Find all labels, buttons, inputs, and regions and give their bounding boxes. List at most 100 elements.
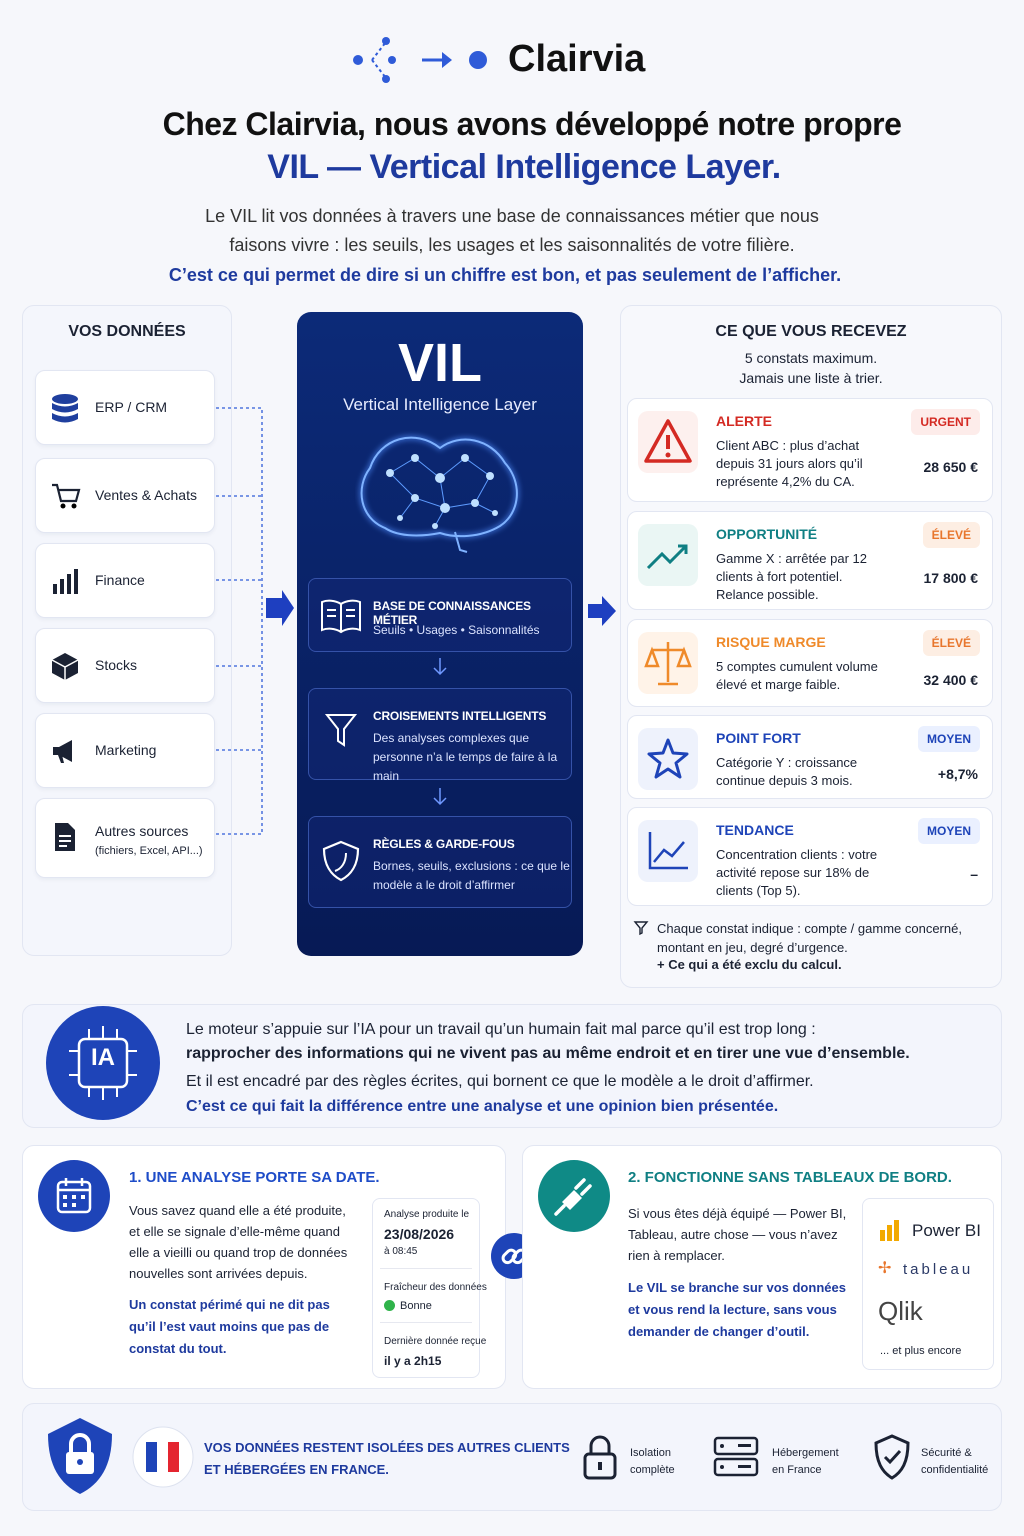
logos-more: ... et plus encore — [880, 1345, 962, 1357]
ia-text: rapprocher des informations qui ne viven… — [186, 1045, 910, 1062]
card-text: Client ABC : plus d’achat depuis 31 jour… — [716, 438, 863, 489]
icon — [322, 840, 360, 882]
card-badge: ÉLEVÉ — [922, 522, 980, 548]
icon — [51, 653, 79, 680]
card-amount: 32 400 € — [923, 672, 979, 688]
feature-label: Isolation complète — [630, 1447, 675, 1476]
icon — [38, 1160, 110, 1232]
card-icon — [638, 820, 698, 882]
logos-box — [862, 1198, 994, 1370]
logo-tableau: tableau — [903, 1261, 974, 1278]
source-label: Ventes & Achats — [95, 487, 197, 503]
security-text: VOS DONNÉES RESTENT ISOLÉES DES AUTRES C… — [204, 1440, 570, 1477]
source-item: Autres sources (fichiers, Excel, API...) — [35, 798, 215, 878]
icon — [52, 483, 81, 509]
icon — [880, 1220, 899, 1241]
icon — [538, 1160, 610, 1232]
source-label: Finance — [95, 572, 145, 588]
icon — [647, 738, 689, 779]
block-text: Seuils • Usages • Saisonnalités — [373, 623, 540, 637]
feature-label: Sécurité & confidentialité — [921, 1447, 989, 1476]
icon — [132, 1426, 194, 1488]
logo-powerbi: Power BI — [912, 1221, 981, 1240]
block-title: RÈGLES & GARDE-FOUS — [373, 837, 515, 851]
vil-subtitle: Vertical Intelligence Layer — [343, 395, 537, 414]
icon — [321, 599, 361, 634]
ia-text: Et il est encadré par des règles écrites… — [186, 1073, 814, 1090]
icon — [583, 1435, 617, 1480]
icon — [648, 832, 688, 870]
intro: faisons vivre : les seuils, les usages e… — [229, 235, 795, 255]
source-item: Ventes & Achats — [35, 458, 215, 533]
widget-date: 23/08/2026 — [384, 1226, 455, 1242]
card-badge: MOYEN — [917, 818, 980, 844]
intro: Le VIL lit vos données à travers une bas… — [205, 206, 819, 226]
card-icon — [638, 632, 698, 694]
icon — [324, 714, 358, 747]
vil-title: VIL — [397, 333, 482, 393]
card-title: 2. FONCTIONNE SANS TABLEAUX DE BORD. — [628, 1169, 952, 1186]
icon — [55, 823, 75, 851]
result-card: OPPORTUNITÉ Gamme X : arrêtée par 12 clie… — [627, 511, 993, 610]
divider — [380, 1322, 472, 1323]
feature-icon — [580, 1432, 620, 1487]
vil-panel — [297, 312, 583, 956]
vil-block: RÈGLES & GARDE-FOUS Bornes, seuils, exclu… — [308, 816, 572, 908]
source-label: Autres sources — [95, 823, 189, 839]
result-card: RISQUE MARGE 5 comptes cumulent volume él… — [627, 619, 993, 707]
source-item: Marketing — [35, 713, 215, 788]
widget-status: Bonne — [400, 1300, 432, 1312]
card-icon — [638, 524, 698, 586]
card-text: Catégorie Y : croissance continue depuis… — [716, 755, 858, 788]
icon — [53, 569, 78, 594]
date-widget — [372, 1198, 480, 1378]
widget-label: Dernière donnée reçue — [384, 1336, 487, 1347]
block-title: CROISEMENTS INTELLIGENTS — [373, 709, 547, 723]
card-text: Gamme X : arrêtée par 12 clients à fort … — [716, 551, 868, 602]
icon — [644, 642, 692, 686]
card-icon — [638, 411, 698, 473]
card-label: TENDANCE — [716, 822, 794, 838]
widget-label: Fraîcheur des données — [384, 1282, 487, 1293]
feature-icon — [872, 1432, 912, 1487]
results-subtitle: Jamais une liste à trier. — [739, 370, 883, 386]
widget-label: Analyse produite le — [384, 1209, 470, 1220]
icon — [52, 394, 78, 423]
result-card: ALERTE Client ABC : plus d’achat depuis 3… — [627, 398, 993, 502]
vil-block: BASE DE CONNAISSANCES MÉTIER Seuils • Usa… — [308, 578, 572, 652]
icon — [633, 921, 649, 936]
ia-label: IA — [91, 1044, 115, 1071]
feature-icon — [712, 1432, 760, 1487]
sources-title: VOS DONNÉES — [68, 323, 186, 340]
card-label: POINT FORT — [716, 730, 801, 746]
brand: Clairvia — [508, 38, 646, 80]
source-item: ERP / CRM — [35, 370, 215, 445]
footnote: Chaque constat indique : compte / gamme … — [657, 921, 962, 955]
card-badge: MOYEN — [917, 726, 980, 752]
block-text: Des analyses complexes que personne n’a … — [373, 731, 558, 783]
icon — [216, 407, 294, 835]
card-bold: Le VIL se branche sur vos données et vou… — [628, 1280, 846, 1339]
title: VIL — Vertical Intelligence Layer. — [267, 148, 781, 186]
source-label: ERP / CRM — [95, 399, 168, 415]
divider — [380, 1268, 472, 1269]
source-label: Marketing — [95, 742, 157, 758]
card-text: 5 comptes cumulent volume élevé et marge… — [716, 659, 878, 692]
card-amount: – — [970, 865, 978, 882]
icon — [360, 436, 519, 553]
source-item: Finance — [35, 543, 215, 618]
ia-band — [22, 1004, 1002, 1128]
widget-last: il y a 2h15 — [384, 1354, 442, 1368]
title: Chez Clairvia, nous avons développé notr… — [162, 106, 902, 142]
intro-bold: C’est ce qui permet de dire si un chiffr… — [168, 265, 842, 285]
results-title: CE QUE VOUS RECEVEZ — [715, 323, 907, 340]
card-badge: ÉLEVÉ — [922, 630, 980, 656]
icon — [53, 740, 72, 763]
ia-text: Le moteur s’appuie sur l’IA pour un trav… — [186, 1021, 816, 1038]
card-icon — [638, 728, 698, 790]
card-text: Vous savez quand elle a été produite, et… — [129, 1203, 348, 1281]
card-amount: +8,7% — [937, 766, 978, 782]
source-label: Stocks — [95, 657, 138, 673]
result-card: TENDANCE Concentration clients : votre ac… — [627, 807, 993, 906]
